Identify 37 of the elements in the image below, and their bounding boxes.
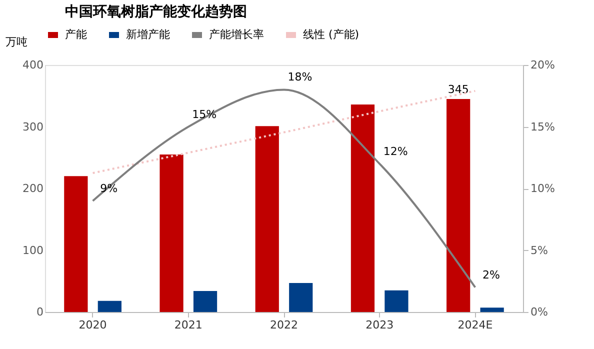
y2-tick-label: 5% [530,244,548,257]
bar [98,300,122,312]
data-label: 2% [482,268,500,282]
x-tick-label: 2023 [366,318,394,332]
x-tick-label: 2024E [458,318,493,332]
bar [289,282,313,312]
y-axis-title: 万吨 [6,36,28,48]
chart-title: 中国环氧树脂产能变化趋势图 [65,3,247,20]
data-label: 12% [383,144,408,158]
x-tick-label: 2022 [270,318,298,332]
y-tick-label: 0 [36,306,44,318]
y-tick-label: 200 [22,182,44,195]
y2-tick-label: 0% [530,306,548,318]
bar [255,126,279,312]
bar [193,291,218,312]
bar [480,308,504,312]
data-label: 18% [288,70,312,84]
y-tick-label: 100 [22,244,44,257]
data-label: 9% [100,182,118,195]
x-tick-label: 2021 [174,318,202,332]
bar [64,176,88,312]
legend-label: 产能增长率 [209,28,264,41]
y-tick-label: 300 [22,120,44,134]
bar [350,104,375,312]
x-tick-label: 2020 [78,318,107,332]
legend-label: 线性 (产能) [303,28,360,41]
legend-label: 新增产能 [126,28,170,41]
y2-tick-label: 20% [530,58,555,72]
bar [384,290,408,312]
bar [446,98,470,312]
y-tick-label: 400 [22,58,44,72]
y2-tick-label: 10% [530,182,555,195]
bar [160,154,184,312]
data-label: 15% [192,108,217,121]
y2-tick-label: 15% [530,120,555,134]
data-label: 345 [448,82,469,96]
legend-label: 产能 [65,28,87,41]
